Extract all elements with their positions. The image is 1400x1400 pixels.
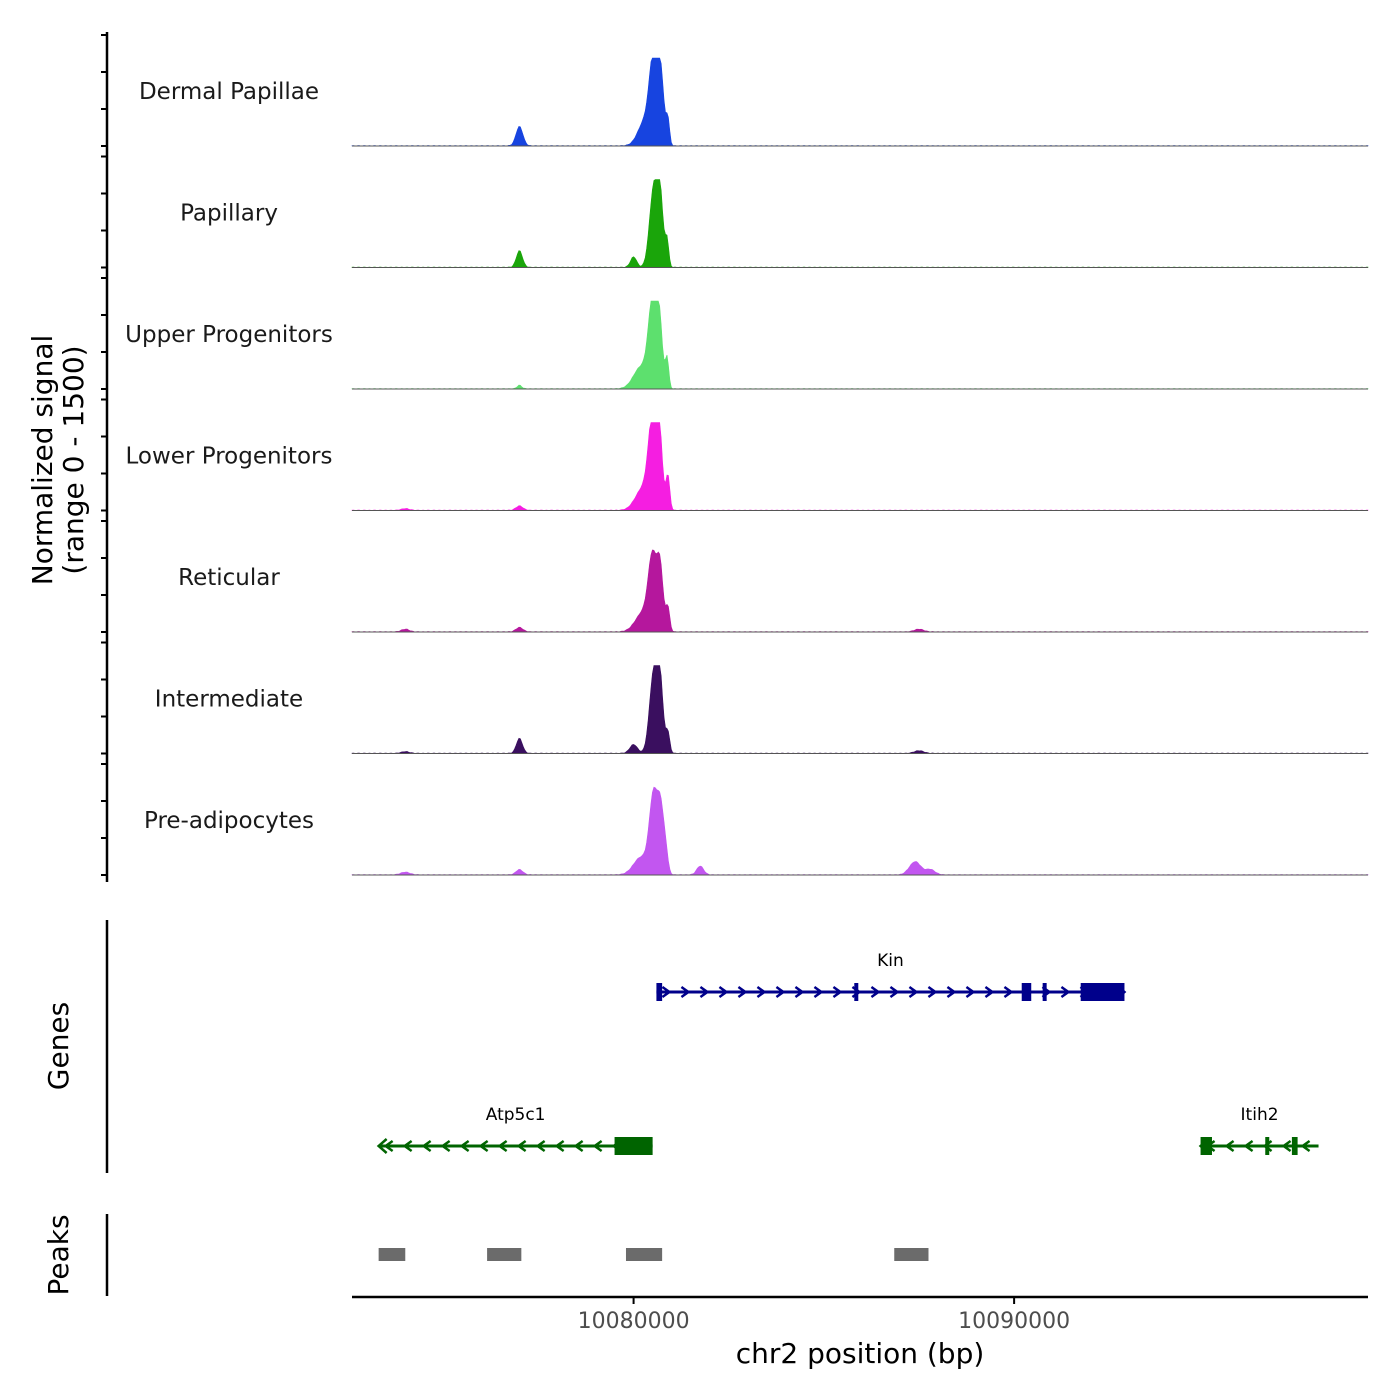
x-tick-label: 10090000: [958, 1309, 1070, 1334]
strand-arrow: [680, 985, 691, 999]
x-axis-ticks: 10080000 10090000: [578, 1297, 1070, 1334]
exon: [656, 983, 663, 1001]
peak-region: [894, 1248, 929, 1261]
gene-annotation-track: Kin Atp5c1 Itih2: [376, 951, 1319, 1155]
strand-arrow: [832, 985, 843, 999]
track-papillary: Papillary: [180, 179, 1369, 268]
track-label: Reticular: [178, 565, 280, 591]
peak-region: [487, 1248, 522, 1261]
strand-arrow: [535, 1139, 546, 1153]
strand-arrow: [1003, 985, 1014, 999]
strand-arrow: [573, 1139, 584, 1153]
signal-area: [351, 786, 1369, 876]
strand-arrow: [1281, 1139, 1292, 1153]
peak-region: [378, 1248, 406, 1261]
strand-arrow: [946, 985, 957, 999]
exon: [1200, 1137, 1212, 1155]
strand-arrow: [813, 985, 824, 999]
genes-axis-label: Genes: [42, 1002, 75, 1090]
signal-area: [351, 422, 1369, 511]
gene-itih2: Itih2: [1198, 1105, 1319, 1155]
strand-arrow: [1224, 1139, 1235, 1153]
signal-area: [351, 549, 1369, 633]
track-pre-adipocytes: Pre-adipocytes: [144, 786, 1369, 876]
strand-arrow: [927, 985, 938, 999]
coverage-tracks: Dermal Papillae Papillary Upper Progenitor…: [125, 57, 1369, 876]
strand-arrow: [965, 985, 976, 999]
signal-area: [351, 57, 1369, 147]
track-reticular: Reticular: [178, 549, 1369, 633]
exon: [1042, 983, 1047, 1001]
strand-arrow: [889, 985, 900, 999]
strand-arrow: [699, 985, 710, 999]
track-dermal-papillae: Dermal Papillae: [139, 57, 1369, 147]
gene-label: Itih2: [1241, 1105, 1279, 1125]
peak-regions-track: [378, 1248, 929, 1261]
track-upper-progenitors: Upper Progenitors: [125, 300, 1369, 390]
strand-arrow: [459, 1139, 470, 1153]
gene-label: Kin: [877, 951, 904, 971]
track-label: Dermal Papillae: [139, 79, 319, 105]
strand-arrow: [718, 985, 729, 999]
strand-arrow: [592, 1139, 603, 1153]
strand-arrow: [497, 1139, 508, 1153]
exon: [854, 983, 859, 1001]
exon: [1080, 983, 1125, 1001]
strand-arrow: [1243, 1139, 1254, 1153]
x-axis-title: chr2 position (bp): [736, 1337, 985, 1370]
track-label: Upper Progenitors: [125, 322, 333, 348]
signal-area: [351, 179, 1369, 268]
track-label: Intermediate: [155, 687, 303, 713]
peaks-axis-label: Peaks: [42, 1214, 75, 1295]
strand-arrow: [516, 1139, 527, 1153]
signal-area: [351, 665, 1369, 754]
x-tick-label: 10080000: [578, 1309, 690, 1334]
signal-area: [351, 300, 1369, 390]
track-label: Lower Progenitors: [126, 444, 333, 470]
exon: [614, 1137, 653, 1155]
track-label: Pre-adipocytes: [144, 808, 314, 834]
gene-atp5c1: Atp5c1: [376, 1105, 653, 1155]
strand-arrow: [908, 985, 919, 999]
coverage-y-axis-ticks: [101, 34, 107, 876]
strand-arrow: [775, 985, 786, 999]
coverage-ylabel-line2: (range 0 - 1500): [57, 345, 90, 574]
track-intermediate: Intermediate: [155, 665, 1369, 754]
gene-kin: Kin: [656, 951, 1127, 1001]
strand-arrow: [383, 1139, 394, 1153]
gene-label: Atp5c1: [486, 1105, 546, 1125]
strand-arrow: [478, 1139, 489, 1153]
exon: [1021, 983, 1032, 1001]
strand-arrow: [661, 985, 672, 999]
track-label: Papillary: [180, 201, 278, 227]
strand-arrow: [440, 1139, 451, 1153]
strand-arrow-end: [376, 1138, 388, 1154]
peak-region: [625, 1248, 663, 1261]
track-lower-progenitors: Lower Progenitors: [126, 422, 1369, 511]
strand-arrow: [402, 1139, 413, 1153]
strand-arrow: [870, 985, 881, 999]
strand-arrow: [1060, 985, 1071, 999]
strand-arrow: [756, 985, 767, 999]
strand-arrow: [794, 985, 805, 999]
exon: [1265, 1137, 1270, 1155]
strand-arrow: [554, 1139, 565, 1153]
exon: [1291, 1137, 1298, 1155]
strand-arrow: [1300, 1139, 1311, 1153]
strand-arrow: [421, 1139, 432, 1153]
strand-arrow: [737, 985, 748, 999]
strand-arrow: [984, 985, 995, 999]
coverage-ylabel-line1: Normalized signal: [26, 335, 59, 586]
